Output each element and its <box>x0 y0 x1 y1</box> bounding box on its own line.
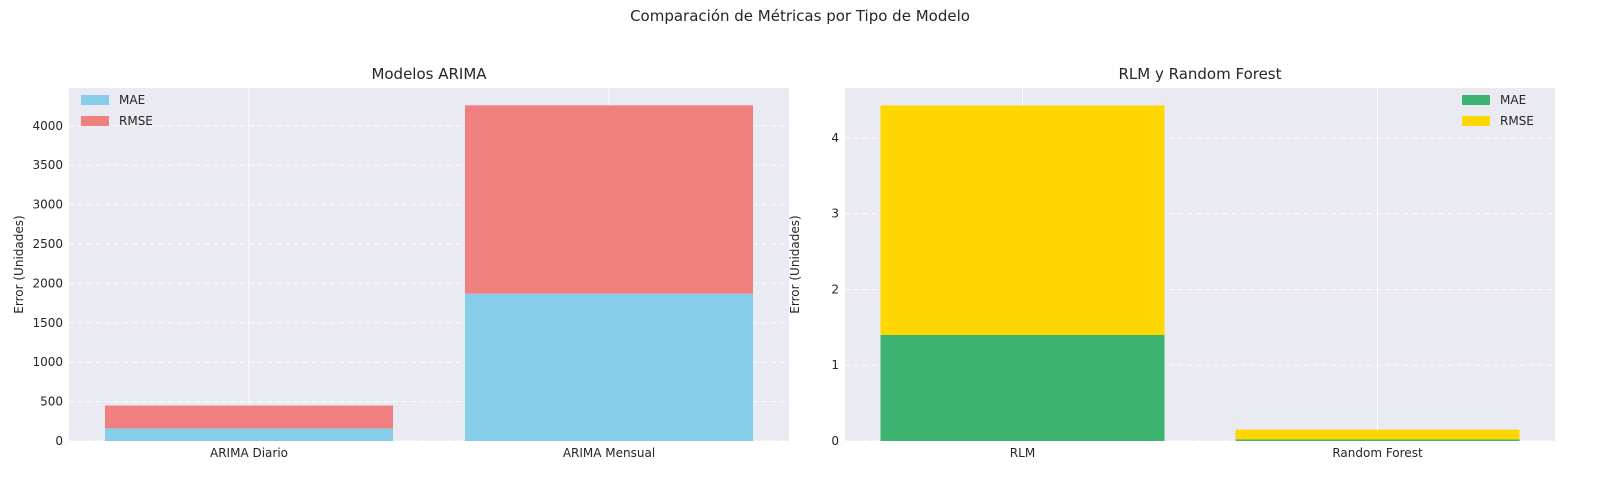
bar-mae-random-forest <box>1235 439 1520 441</box>
y-tick-label: 500 <box>40 395 63 409</box>
y-tick-label: 0 <box>831 434 839 448</box>
y-tick-label: 2000 <box>32 276 63 290</box>
bar-rmse-random-forest <box>1235 429 1520 440</box>
x-tick-label: RLM <box>1010 446 1035 460</box>
figure-suptitle: Comparación de Métricas por Tipo de Mode… <box>630 7 970 25</box>
x-tick-label: ARIMA Diario <box>210 446 288 460</box>
legend-swatch-rmse <box>1462 116 1490 126</box>
y-tick-label: 1 <box>831 358 839 372</box>
y-tick-label: 3000 <box>32 198 63 212</box>
panel-title: Modelos ARIMA <box>371 65 487 83</box>
bar-rmse-rlm <box>880 105 1165 335</box>
legend-label-rmse: RMSE <box>119 114 153 128</box>
y-tick-label: 3 <box>831 207 839 221</box>
y-tick-label: 3500 <box>32 158 63 172</box>
y-tick-label: 2 <box>831 282 839 296</box>
y-tick-label: 0 <box>55 434 63 448</box>
panel-title: RLM y Random Forest <box>1118 65 1281 83</box>
y-tick-label: 2500 <box>32 237 63 251</box>
legend-label-mae: MAE <box>119 93 145 107</box>
legend-swatch-rmse <box>81 116 109 126</box>
y-axis-label: Error (Unidades) <box>12 215 26 313</box>
legend-swatch-mae <box>1462 95 1490 105</box>
legend-label-rmse: RMSE <box>1500 114 1534 128</box>
bar-mae-arima-mensual <box>465 293 753 441</box>
y-tick-label: 4 <box>831 131 839 145</box>
legend: MAE RMSE <box>1462 93 1534 128</box>
chart-panel-1: 0 500 1000 1500 2000 2500 3000 3500 4000 ARIMA Di… <box>12 65 789 460</box>
x-tick-label: ARIMA Mensual <box>563 446 655 460</box>
y-tick-label: 4000 <box>32 119 63 133</box>
bar-rmse-arima-mensual <box>465 105 753 294</box>
y-tick-label: 1000 <box>32 355 63 369</box>
bar-mae-arima-diario <box>105 428 393 441</box>
legend: MAE RMSE <box>81 93 153 128</box>
bar-mae-rlm <box>880 334 1165 441</box>
chart-panel-2: 0 1 2 3 4 RLM Random Forest RLM y Random Forest… <box>788 65 1555 460</box>
legend-swatch-mae <box>81 95 109 105</box>
legend-label-mae: MAE <box>1500 93 1526 107</box>
x-tick-label: Random Forest <box>1332 446 1423 460</box>
y-tick-label: 1500 <box>32 316 63 330</box>
y-axis-label: Error (Unidades) <box>788 215 802 313</box>
bar-rmse-arima-diario <box>105 405 393 429</box>
